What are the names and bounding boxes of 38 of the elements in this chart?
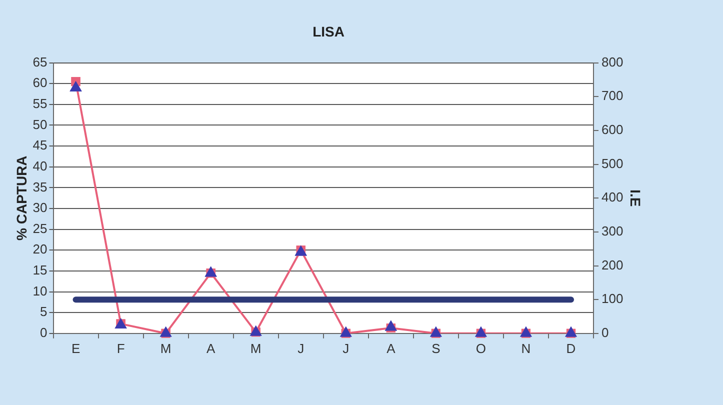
y-tick-label: 30 [32,200,48,216]
x-tick-label: A [206,340,216,356]
y-tick-label: 35 [32,179,48,194]
y2-tick-label: 500 [602,156,624,171]
y-tick-label: 50 [32,116,48,132]
y-tick-label: 5 [40,304,48,320]
y-tick-label: 10 [32,283,48,298]
x-tick-label: J [342,340,350,356]
y-tick-label: 20 [32,242,48,257]
x-tick-label: O [476,340,486,356]
y2-tick-label: 200 [602,257,624,272]
y2-tick-label: 600 [602,122,624,138]
y-axis-title: % CAPTURA [13,156,30,240]
y-tick-label: 15 [32,262,48,278]
y-tick-label: 60 [32,75,48,90]
y-tick-label: 25 [32,220,48,236]
x-tick-label: D [566,340,576,356]
y-tick-label: 0 [40,324,48,340]
x-tick-label: F [116,340,125,356]
x-tick-label: N [521,340,531,356]
y-tick-label: 65 [32,54,48,70]
y-tick-label: 55 [32,96,48,112]
x-tick-label: A [386,340,396,356]
x-tick-label: J [298,340,304,356]
y2-tick-label: 100 [602,291,624,306]
y2-axis-title: I.E [628,190,644,207]
chart-title: LISA [312,23,344,40]
x-tick-label: M [250,340,262,356]
y-tick-label: 45 [32,138,48,153]
y2-tick-label: 0 [602,324,609,340]
x-tick-label: S [432,340,441,356]
x-tick-label: M [160,340,172,356]
y2-tick-label: 800 [602,54,624,70]
y2-tick-label: 700 [602,88,624,104]
y-tick-label: 40 [32,158,48,174]
y2-tick-label: 400 [602,190,624,205]
x-tick-label: E [71,340,80,356]
y2-tick-label: 300 [602,224,624,239]
